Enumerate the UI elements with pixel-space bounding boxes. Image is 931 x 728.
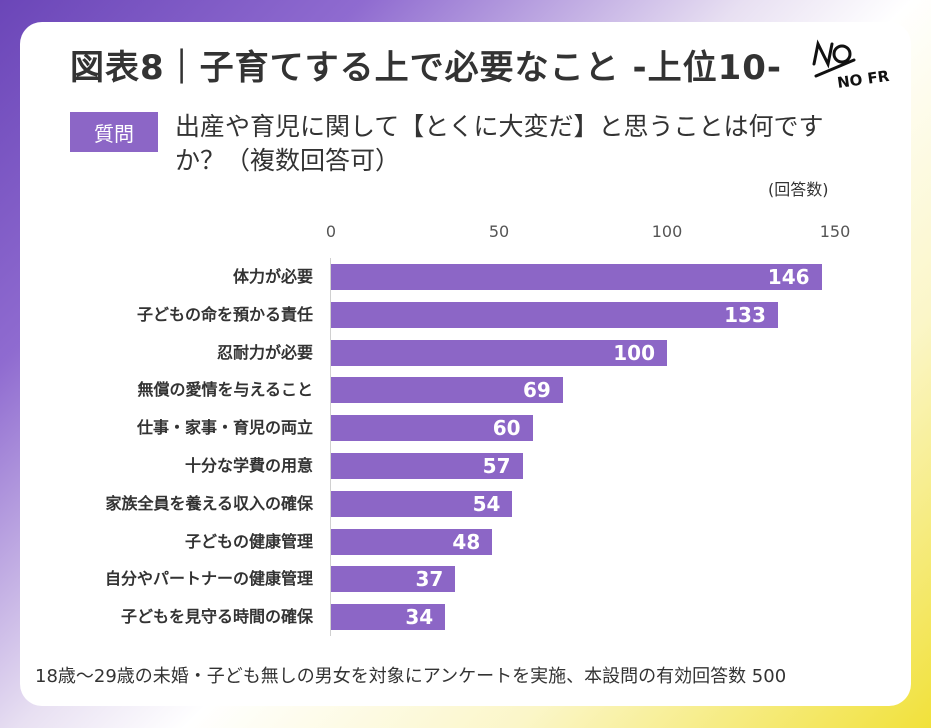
bar: 60	[331, 415, 533, 442]
category-label: 子どもの健康管理	[184, 531, 313, 551]
category-label: 家族全員を養える収入の確保	[105, 493, 313, 513]
bar: 37	[331, 566, 456, 593]
bar: 48	[331, 528, 493, 555]
bar-value-label: 54	[472, 491, 501, 516]
no-frame-logo: NO FRAME	[812, 39, 890, 92]
bar: 146	[331, 264, 822, 290]
x-tick-label: 150	[819, 222, 851, 241]
category-label: 忍耐力が必要	[216, 342, 313, 362]
bar-value-label: 69	[522, 378, 551, 403]
category-label: 体力が必要	[232, 267, 313, 286]
bar-value-label: 37	[415, 567, 444, 592]
category-label: 無償の愛情を与えること	[137, 380, 313, 400]
question-badge: 質問	[70, 112, 158, 152]
bar-value-label: 57	[482, 454, 511, 478]
category-label: 自分やパートナーの健康管理	[104, 569, 313, 589]
bar-value-label: 60	[492, 416, 521, 441]
bar: 54	[331, 490, 513, 517]
category-label: 子どもの命を預かる責任	[136, 304, 313, 324]
bar: 69	[331, 377, 563, 404]
question-text: 出産や育児に関して【とくに大変だ】と思うことは何ですか？（複数回答可）	[175, 112, 824, 175]
chart-title: 図表8｜子育てする上で必要なこと -上位10-	[70, 48, 783, 88]
x-tick-label: 0	[325, 222, 337, 241]
bar-value-label: 146	[767, 265, 810, 289]
bar-value-label: 48	[452, 529, 481, 554]
bar: 100	[331, 339, 667, 366]
bar-value-label: 133	[724, 302, 766, 327]
bar: 34	[331, 604, 446, 631]
x-tick-label: 100	[651, 222, 683, 241]
category-label: 子どもを見守る時間の確保	[120, 607, 313, 627]
bar-value-label: 34	[405, 605, 434, 630]
y-axis-line	[330, 258, 331, 636]
logo-text: NO FRAME	[836, 62, 890, 92]
x-tick-label: 50	[488, 222, 510, 241]
bar: 133	[331, 301, 778, 328]
footnote: 18歳～29歳の未婚・子ども無しの男女を対象にアンケートを実施、本設問の有効回答…	[35, 666, 787, 687]
bar-value-label: 100	[613, 340, 655, 365]
chart-card: 図表8｜子育てする上で必要なこと -上位10- NO FRAME 質問 出産や育…	[20, 22, 911, 706]
unit-label: (回答数)	[768, 180, 829, 199]
bar: 57	[331, 453, 523, 479]
category-label: 十分な学費の用意	[184, 456, 313, 475]
category-label: 仕事・家事・育児の両立	[136, 418, 313, 438]
